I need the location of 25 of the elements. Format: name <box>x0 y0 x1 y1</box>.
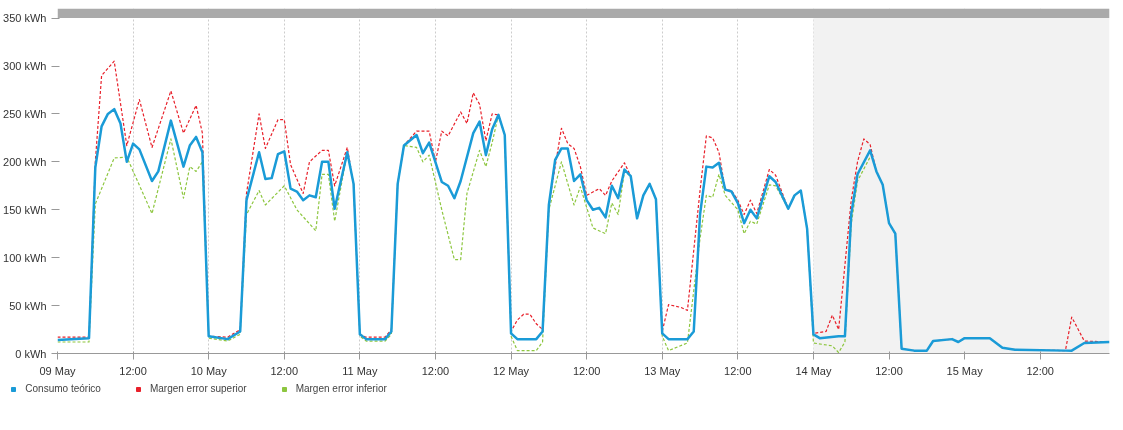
x-tick-label: 14 May <box>795 364 832 377</box>
x-tick-label: 12:00 <box>421 364 450 377</box>
x-tick-label: 12:00 <box>572 364 601 377</box>
x-tick-label: 12:00 <box>875 364 903 377</box>
x-tick-label: 15 May <box>946 364 984 377</box>
y-tick-label: 0 kWh <box>15 347 47 360</box>
y-tick-label: 300 kWh <box>3 60 47 72</box>
y-tick-label: 50 kWh <box>9 299 47 312</box>
legend-label: Margen error inferior <box>295 383 387 394</box>
x-tick-label: 09 May <box>39 364 77 377</box>
y-tick-label: 200 kWh <box>3 155 47 168</box>
x-tick-label: 10 May <box>190 364 228 377</box>
legend-label: Margen error superior <box>149 383 247 394</box>
y-tick-label: 100 kWh <box>3 251 47 264</box>
x-tick-label: 12:00 <box>119 364 147 377</box>
legend-label: Consumo teórico <box>25 383 101 394</box>
x-tick-label: 12:00 <box>1026 364 1054 377</box>
x-tick-label: 12:00 <box>724 364 752 377</box>
x-tick-label: 13 May <box>644 364 681 377</box>
x-tick-label: 12 May <box>493 364 530 377</box>
y-tick-label: 250 kWh <box>3 107 47 120</box>
x-tick-label: 11 May <box>342 364 378 377</box>
x-tick-label: 12:00 <box>270 364 299 377</box>
y-tick-label: 150 kWh <box>3 203 47 216</box>
y-tick-label: 350 kWh <box>3 12 47 25</box>
